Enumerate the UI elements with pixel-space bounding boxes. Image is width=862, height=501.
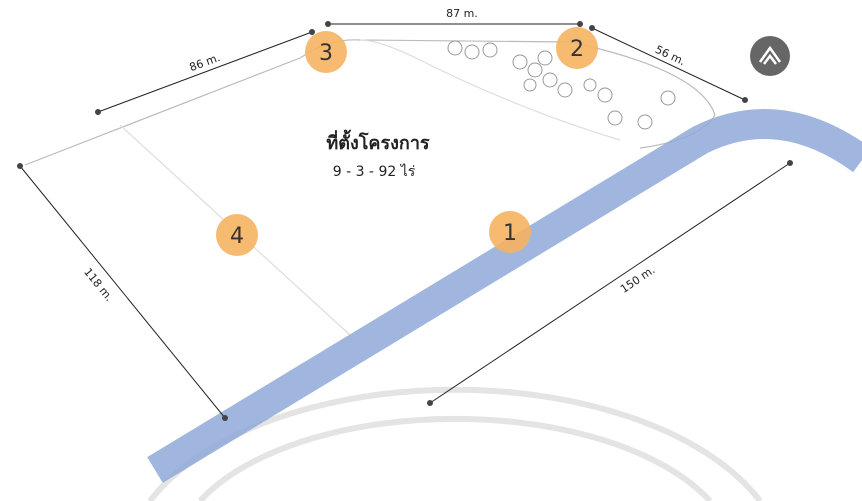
dimension-label: 150 m. [618, 263, 657, 295]
road [147, 109, 862, 483]
dimension-label: 86 m. [188, 51, 222, 74]
markers [216, 27, 598, 256]
subtitle: 9 - 3 - 92 ไร่ [333, 163, 416, 180]
marker-label: 1 [503, 221, 517, 246]
marker-label: 2 [570, 37, 584, 62]
dimension-label: 118 m. [81, 266, 115, 304]
logo [750, 36, 790, 76]
dimension-lines [17, 21, 793, 421]
dimension-label: 87 m. [446, 7, 478, 20]
marker-label: 4 [230, 224, 244, 249]
trees [447, 40, 676, 130]
title: ที่ตั้งโครงการ [326, 129, 430, 154]
marker-label: 3 [319, 41, 333, 66]
